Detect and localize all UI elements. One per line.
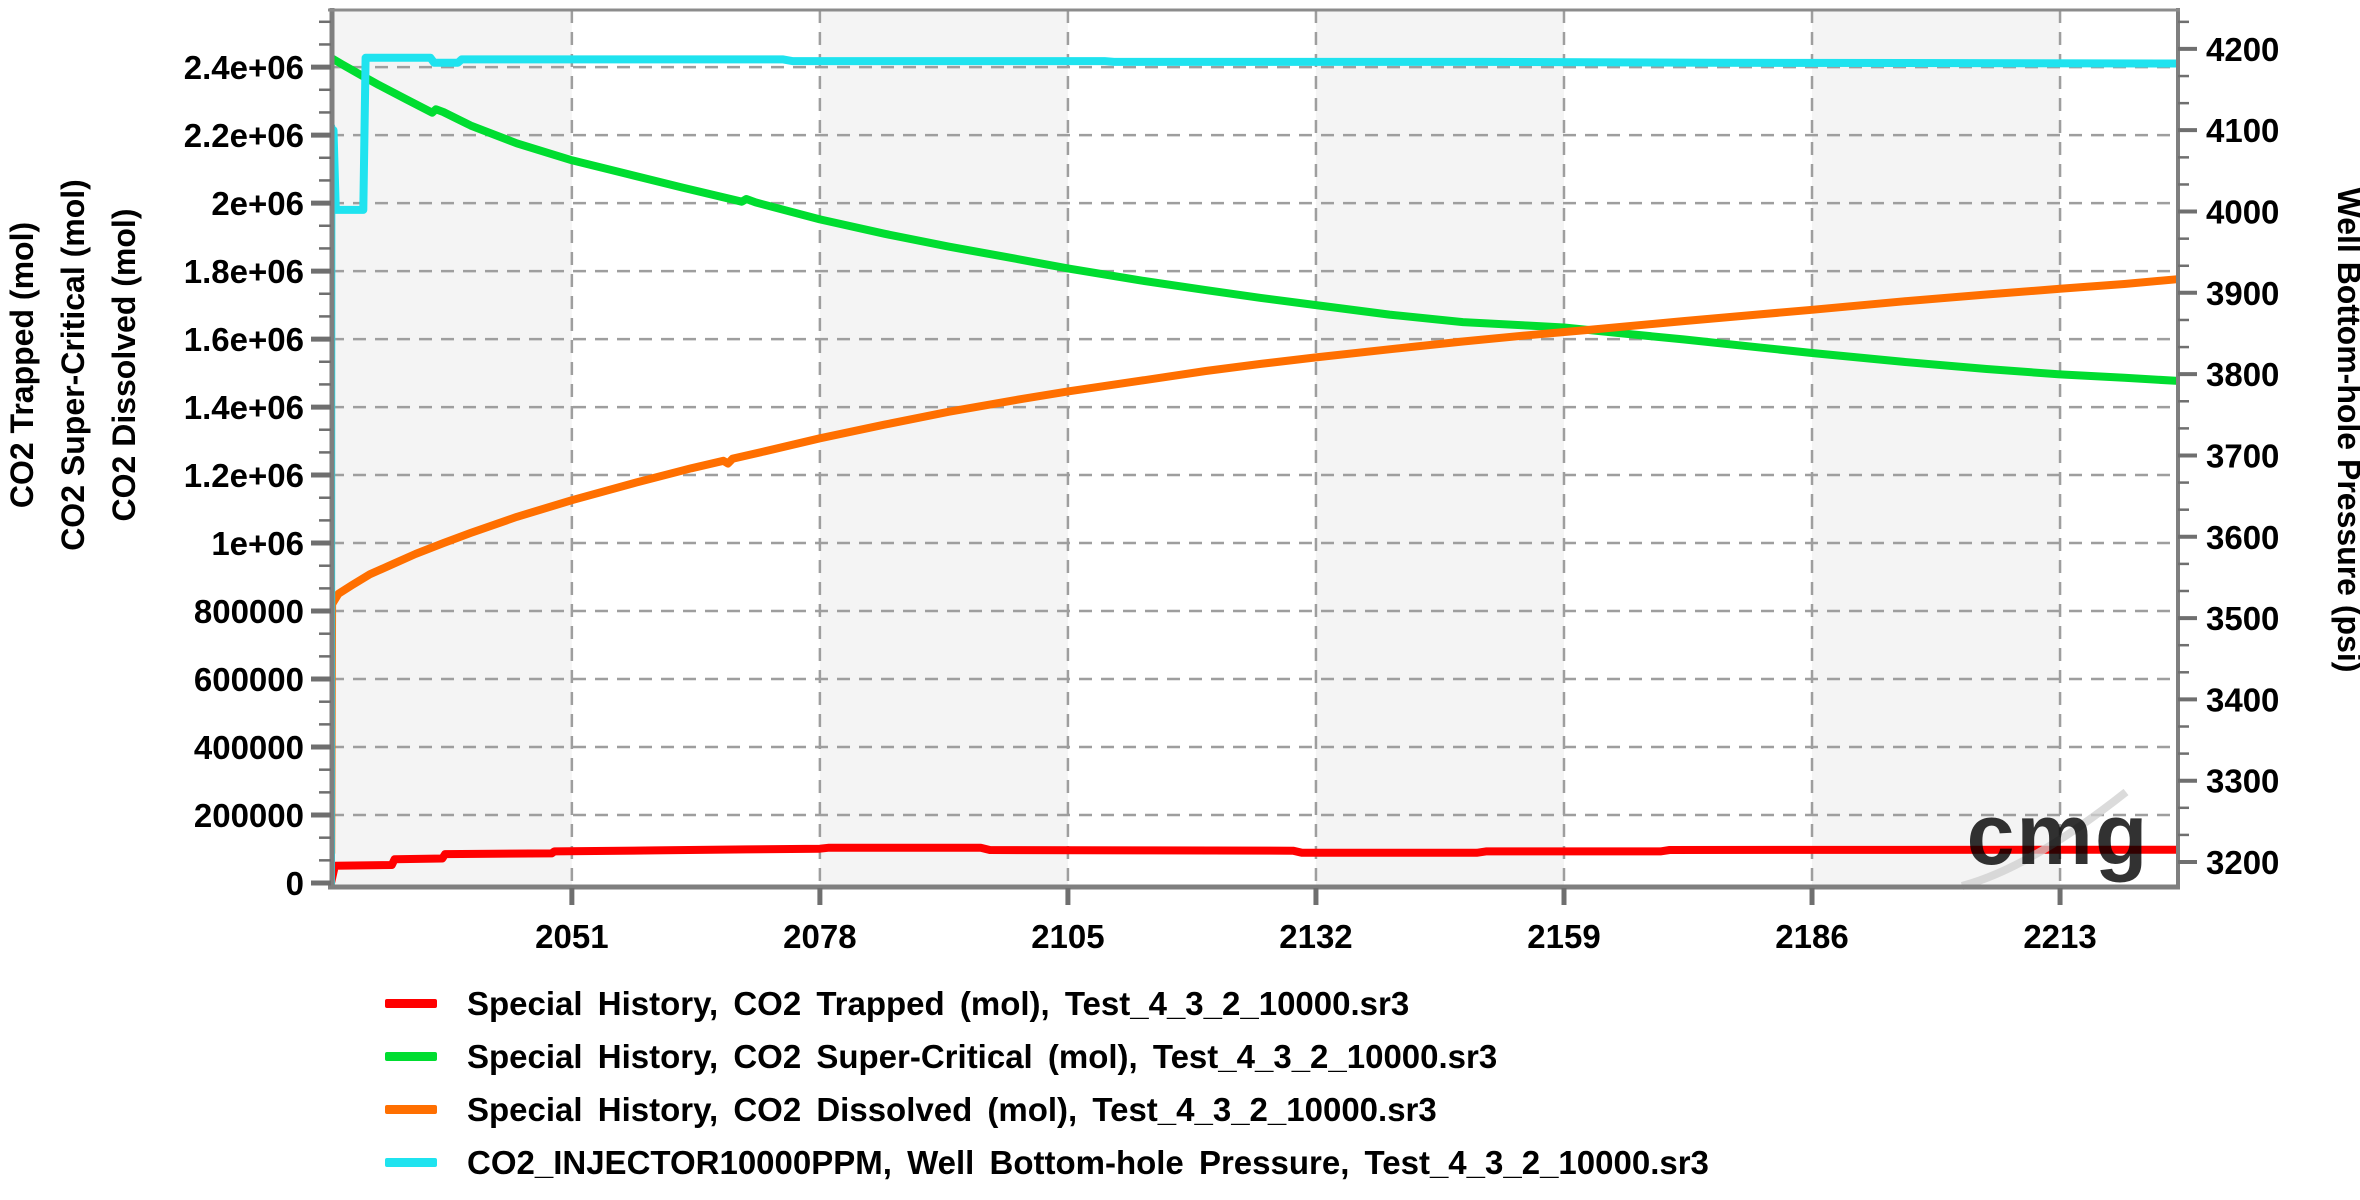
y-right-tick-label: 3400	[2206, 681, 2279, 718]
legend-label: CO2_INJECTOR10000PPM, Well Bottom-hole P…	[467, 1143, 1709, 1181]
y-left-axis-title: CO2 Dissolved (mol)	[106, 209, 142, 522]
legend-row[interactable]: Special History, CO2 Dissolved (mol), Te…	[385, 1083, 1709, 1136]
x-tick-label: 2051	[535, 918, 608, 955]
plot-band	[2060, 10, 2178, 886]
series-curve-2	[331, 275, 2178, 858]
y-right-axis-title: Well Bottom-hole Pressure (psi)	[2331, 188, 2360, 673]
y-left-tick-label: 2.2e+06	[184, 117, 304, 154]
x-tick-label: 2078	[783, 918, 856, 955]
y-right-tick-label: 4000	[2206, 193, 2279, 230]
y-left-tick-label: 1e+06	[211, 525, 304, 562]
y-right-tick-label: 3800	[2206, 356, 2279, 393]
plot-band	[1563, 10, 1813, 886]
plot-band	[819, 10, 1068, 886]
legend-label: Special History, CO2 Super-Critical (mol…	[467, 1037, 1498, 1075]
legend-row[interactable]: CO2_INJECTOR10000PPM, Well Bottom-hole P…	[385, 1136, 1709, 1189]
y-right-tick-label: 3700	[2206, 437, 2279, 474]
series-curve-1	[331, 53, 2178, 385]
chart-legend: Special History, CO2 Trapped (mol), Test…	[385, 977, 1709, 1189]
legend-swatch-icon	[385, 999, 437, 1008]
y-right-tick-label: 4200	[2206, 31, 2279, 68]
y-left-tick-label: 800000	[194, 593, 304, 630]
series-curve-0	[331, 843, 2178, 886]
legend-label: Special History, CO2 Dissolved (mol), Te…	[467, 1090, 1437, 1128]
legend-swatch-icon	[385, 1105, 437, 1114]
y-right-tick-label: 3300	[2206, 763, 2279, 800]
x-tick-label: 2132	[1279, 918, 1352, 955]
y-left-tick-label: 1.2e+06	[184, 457, 304, 494]
y-right-tick-label: 4100	[2206, 112, 2279, 149]
legend-swatch-icon	[385, 1158, 437, 1167]
x-tick-label: 2213	[2023, 918, 2096, 955]
y-right-tick-label: 3500	[2206, 600, 2279, 637]
y-left-tick-label: 2.4e+06	[184, 49, 304, 86]
plot-band	[331, 10, 572, 886]
y-left-tick-label: 600000	[194, 661, 304, 698]
plot-band	[1315, 10, 1564, 886]
legend-row[interactable]: Special History, CO2 Super-Critical (mol…	[385, 1030, 1709, 1083]
legend-row[interactable]: Special History, CO2 Trapped (mol), Test…	[385, 977, 1709, 1030]
y-left-tick-label: 0	[286, 865, 304, 902]
cmg-watermark: cmg	[1967, 787, 2150, 883]
x-tick-label: 2105	[1031, 918, 1104, 955]
y-left-tick-label: 2e+06	[211, 185, 304, 222]
plot-band	[1812, 10, 2061, 886]
y-right-tick-label: 3600	[2206, 519, 2279, 556]
x-tick-label: 2186	[1775, 918, 1848, 955]
y-left-axis-title: CO2 Trapped (mol)	[4, 222, 40, 508]
y-right-tick-label: 3200	[2206, 844, 2279, 881]
x-tick-label: 2159	[1527, 918, 1600, 955]
plot-band	[1067, 10, 1316, 886]
y-left-tick-label: 200000	[194, 797, 304, 834]
y-left-tick-label: 1.4e+06	[184, 389, 304, 426]
cmg-watermark-swoosh	[1960, 788, 2129, 890]
y-left-tick-label: 1.8e+06	[184, 253, 304, 290]
y-left-tick-label: 400000	[194, 729, 304, 766]
y-right-tick-label: 3900	[2206, 275, 2279, 312]
legend-swatch-icon	[385, 1052, 437, 1061]
y-left-tick-label: 1.6e+06	[184, 321, 304, 358]
y-left-axis-title: CO2 Super-Critical (mol)	[55, 179, 91, 551]
legend-label: Special History, CO2 Trapped (mol), Test…	[467, 984, 1410, 1022]
